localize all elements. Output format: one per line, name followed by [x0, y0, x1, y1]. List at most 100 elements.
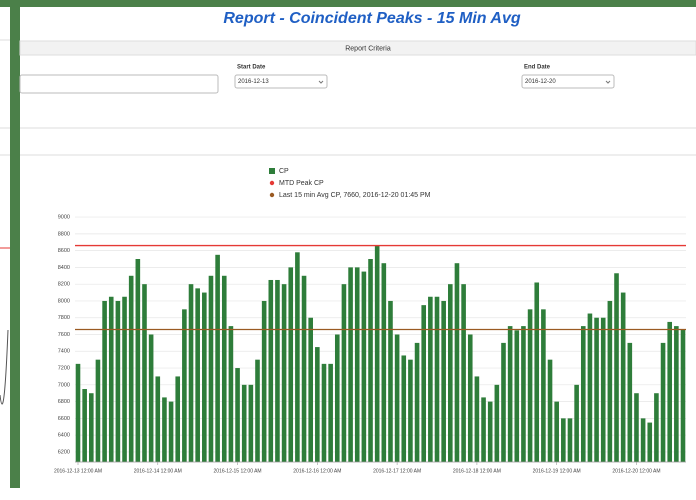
bar	[620, 292, 626, 462]
bar	[334, 334, 340, 462]
top-bar	[0, 0, 696, 7]
bar	[547, 359, 553, 462]
bar	[680, 329, 686, 462]
bar	[162, 397, 167, 462]
legend-dot	[269, 192, 275, 198]
chart: CP MTD Peak CP Last 15 min Avg CP, 7660, 2…	[54, 168, 686, 474]
bar	[674, 326, 679, 462]
bar	[607, 300, 613, 462]
bar	[348, 267, 353, 462]
bar	[574, 384, 579, 462]
bar	[461, 284, 466, 462]
bar	[268, 279, 274, 462]
bar	[208, 275, 214, 462]
dropdown-arrow	[318, 80, 324, 84]
bar	[654, 393, 659, 462]
text-input[interactable]	[19, 74, 219, 94]
bar	[587, 313, 593, 462]
x-tick-label: 2016-12-20 12:00 AM	[612, 468, 660, 474]
bar	[580, 326, 586, 462]
bar	[567, 418, 573, 462]
bar	[541, 309, 546, 462]
bar	[275, 279, 280, 462]
y-tick-label: 9000	[58, 215, 70, 221]
bar	[434, 296, 440, 462]
start-date-value: 2016-12-13	[238, 79, 269, 85]
start-date-label: Start Date	[237, 65, 266, 71]
page-title: Report - Coincident Peaks - 15 Min Avg	[223, 10, 520, 27]
y-tick-label: 6800	[58, 399, 70, 405]
bar	[441, 300, 446, 462]
bar	[301, 275, 307, 462]
y-tick-label: 8000	[58, 298, 70, 304]
end-date-select[interactable]	[521, 74, 615, 89]
bar	[321, 363, 327, 462]
bar	[281, 284, 287, 462]
bar	[474, 376, 480, 462]
bar	[361, 271, 367, 462]
bar	[195, 288, 200, 462]
bar	[561, 418, 566, 462]
bar	[647, 422, 653, 462]
bar	[600, 317, 606, 462]
bar	[75, 363, 81, 462]
bar	[175, 376, 181, 462]
bar	[255, 359, 260, 462]
bar	[421, 305, 427, 462]
bar	[261, 300, 267, 462]
x-tick-label: 2016-12-14 12:00 AM	[134, 468, 182, 474]
left-edge-fragment	[0, 39, 10, 405]
bar	[507, 326, 513, 462]
bar	[667, 321, 673, 462]
bar	[188, 284, 194, 462]
bar	[514, 330, 520, 462]
legend-swatch	[269, 168, 275, 174]
bar	[408, 359, 413, 462]
bar	[155, 376, 161, 462]
y-tick-label: 6200	[58, 449, 70, 455]
bar	[627, 342, 633, 462]
bar	[481, 397, 486, 462]
x-tick-label: 2016-12-15 12:00 AM	[214, 468, 262, 474]
x-tick-label: 2016-12-19 12:00 AM	[533, 468, 581, 474]
bar	[142, 284, 147, 462]
bar	[148, 334, 154, 462]
bar	[248, 384, 254, 462]
bar	[354, 267, 360, 462]
y-tick-label: 6400	[58, 433, 70, 439]
legend-label: Last 15 min Avg CP, 7660, 2016-12-20 01:…	[279, 192, 431, 199]
bar	[215, 254, 220, 462]
bar	[241, 384, 247, 462]
y-tick-label: 6600	[58, 416, 70, 422]
bar	[108, 296, 114, 462]
bar	[428, 296, 433, 462]
bar	[414, 342, 420, 462]
y-tick-label: 8400	[58, 265, 70, 271]
dropdown-arrow	[605, 80, 611, 84]
start-date-select[interactable]	[234, 74, 328, 89]
y-tick-label: 8800	[58, 231, 70, 237]
bar	[88, 393, 94, 462]
end-date-value: 2016-12-20	[525, 79, 556, 85]
y-tick-label: 7600	[58, 332, 70, 338]
bar	[315, 347, 320, 462]
legend-label: MTD Peak CP	[279, 180, 324, 187]
y-tick-label: 8600	[58, 248, 70, 254]
legend-label: CP	[279, 168, 289, 175]
bar	[634, 393, 639, 462]
side-bar	[10, 0, 20, 488]
bar	[288, 267, 294, 462]
bar	[521, 326, 526, 462]
bar	[228, 326, 234, 462]
y-tick-label: 7400	[58, 349, 70, 355]
bar	[640, 418, 646, 462]
bar	[295, 252, 300, 462]
bar	[374, 245, 380, 462]
bar	[82, 389, 87, 462]
bar	[534, 282, 540, 462]
x-tick-label: 2016-12-18 12:00 AM	[453, 468, 501, 474]
bar	[448, 284, 453, 462]
bar	[368, 259, 373, 462]
bar	[660, 342, 666, 462]
